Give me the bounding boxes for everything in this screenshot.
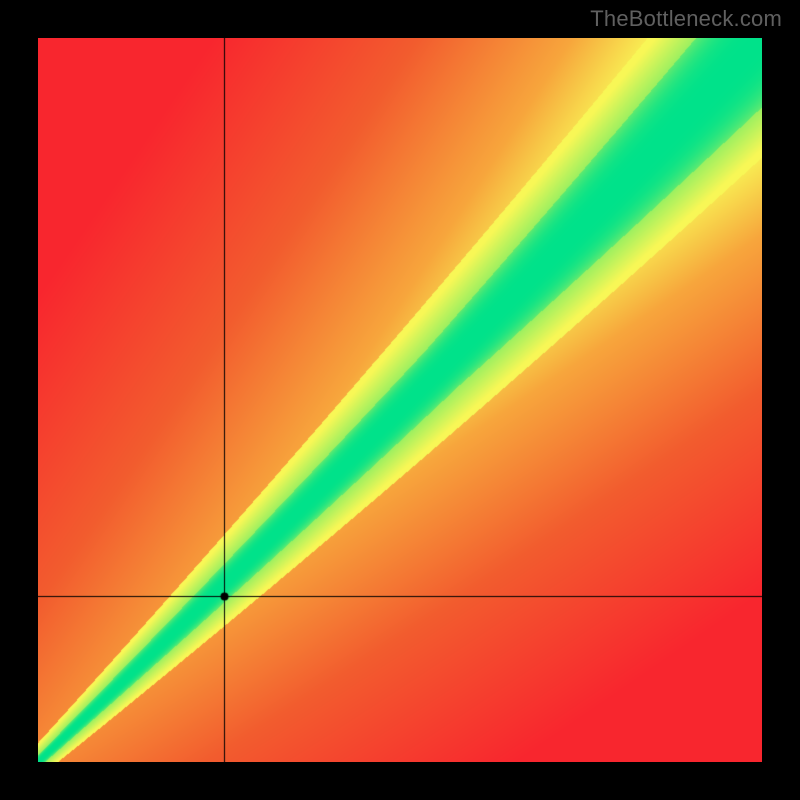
heatmap-canvas [38, 38, 762, 762]
chart-container: TheBottleneck.com [0, 0, 800, 800]
bottleneck-heatmap [38, 38, 762, 762]
watermark-text: TheBottleneck.com [590, 6, 782, 32]
